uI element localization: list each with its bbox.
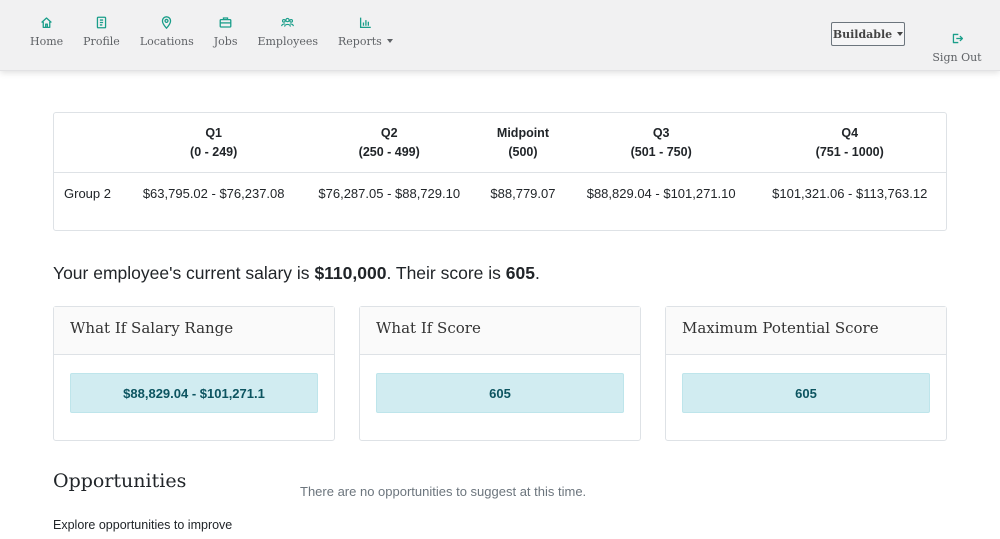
sign-out-label: Sign Out: [932, 51, 982, 64]
current-salary: $110,000: [314, 263, 387, 283]
q1-cell: $63,795.02 - $76,237.08: [142, 185, 285, 201]
chevron-down-icon: [386, 39, 393, 43]
q4-cell: $101,321.06 - $113,763.12: [772, 185, 928, 201]
header-q1: Q1 (0 - 249): [125, 113, 302, 173]
top-navbar: Home Profile Locations Jobs Employe: [0, 0, 1000, 71]
header-q3: Q3 (501 - 750): [568, 113, 754, 173]
what-if-salary-range-value: $88,829.04 - $101,271.1: [70, 373, 318, 413]
company-label: Buildable: [832, 27, 893, 41]
salary-range-table-card: Q1 (0 - 249) Q2 (250 - 499) Midpoint (500) …: [53, 112, 947, 231]
nav-label-profile: Profile: [83, 35, 120, 48]
group-cell: Group 2: [64, 185, 111, 201]
what-if-salary-range-card: What If Salary Range $88,829.04 - $101,2…: [53, 306, 335, 441]
header-q4: Q4 (751 - 1000): [753, 113, 946, 173]
opportunities-description: Explore opportunities to improve: [53, 518, 233, 532]
opportunities-empty-message: There are no opportunities to suggest at…: [300, 484, 587, 499]
nav-label-reports: Reports: [338, 35, 393, 48]
midpoint-cell: $88,779.07: [490, 185, 556, 201]
salary-score-summary: Your employee's current salary is $110,0…: [53, 263, 540, 283]
q3-cell: $88,829.04 - $101,271.10: [586, 185, 736, 201]
sign-out-icon: [952, 33, 963, 44]
nav-item-reports[interactable]: Reports: [328, 16, 403, 48]
nav-label-jobs: Jobs: [213, 35, 238, 48]
nav-menu: Home Profile Locations Jobs Employe: [20, 0, 403, 48]
nav-label-employees: Employees: [257, 35, 318, 48]
nav-item-profile[interactable]: Profile: [73, 16, 130, 48]
table-row: Group 2 $63,795.02 - $76,237.08 $76,287.…: [54, 173, 946, 214]
what-if-score-value: 605: [376, 373, 624, 413]
table-header-row: Q1 (0 - 249) Q2 (250 - 499) Midpoint (500) …: [54, 113, 946, 173]
nav-item-home[interactable]: Home: [20, 16, 73, 48]
header-group-column: [54, 113, 126, 173]
header-midpoint: Midpoint (500): [477, 113, 569, 173]
users-icon: [281, 17, 295, 27]
salary-range-table: Q1 (0 - 249) Q2 (250 - 499) Midpoint (500) …: [54, 113, 946, 213]
maximum-potential-score-value: 605: [682, 373, 930, 413]
nav-label-locations: Locations: [139, 35, 194, 48]
q2-cell: $76,287.05 - $88,729.10: [318, 185, 461, 201]
nav-item-employees[interactable]: Employees: [247, 16, 328, 48]
map-pin-icon: [162, 16, 172, 29]
card-title: Maximum Potential Score: [666, 307, 946, 355]
nav-item-jobs[interactable]: Jobs: [204, 16, 248, 48]
bar-chart-icon: [359, 17, 371, 29]
chevron-down-icon: [897, 32, 904, 36]
briefcase-icon: [219, 17, 232, 28]
home-icon: [41, 17, 52, 29]
card-title: What If Salary Range: [54, 307, 334, 355]
what-if-score-card: What If Score 605: [359, 306, 641, 441]
nav-label-home: Home: [30, 35, 64, 48]
profile-icon: [96, 16, 107, 29]
card-title: What If Score: [360, 307, 640, 355]
company-dropdown-button[interactable]: Buildable: [831, 22, 905, 46]
sign-out-button[interactable]: Sign Out: [914, 32, 1000, 64]
header-q2: Q2 (250 - 499): [301, 113, 478, 173]
nav-item-locations[interactable]: Locations: [130, 16, 204, 48]
current-score: 605: [505, 263, 535, 283]
opportunities-heading: Opportunities: [53, 470, 187, 492]
maximum-potential-score-card: Maximum Potential Score 605: [665, 306, 947, 441]
